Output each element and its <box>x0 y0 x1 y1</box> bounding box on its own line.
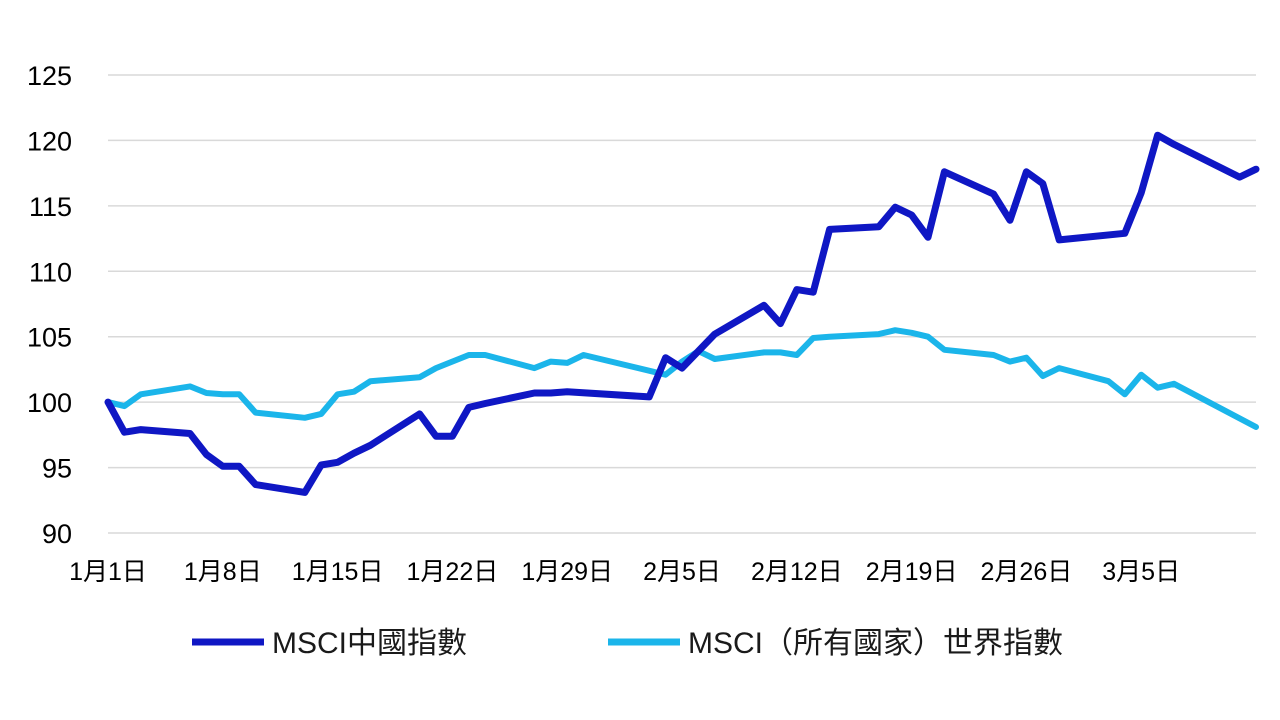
x-tick-label-8: 2月26日 <box>981 558 1073 586</box>
x-tick-label-5: 2月5日 <box>643 558 721 586</box>
gridlines <box>108 74 1256 534</box>
y-tick-label-95: 95 <box>42 454 72 484</box>
y-axis-ticks: 90 95 100 105 110 115 120 125 <box>27 61 72 549</box>
x-tick-label-2: 1月15日 <box>292 558 384 586</box>
y-tick-label-105: 105 <box>27 323 72 353</box>
series-line-0 <box>104 131 1260 496</box>
y-tick-label-90: 90 <box>42 519 72 549</box>
x-tick-label-6: 2月12日 <box>751 558 843 586</box>
legend: MSCI中國指數 MSCI（所有國家）世界指數 <box>192 627 1063 660</box>
x-tick-label-4: 1月29日 <box>521 558 613 586</box>
legend-label-1: MSCI（所有國家）世界指數 <box>688 627 1063 660</box>
x-tick-label-3: 1月22日 <box>407 558 499 586</box>
series-lines <box>104 131 1260 496</box>
y-tick-label-115: 115 <box>29 192 72 222</box>
y-tick-label-110: 110 <box>29 257 72 287</box>
x-axis-ticks: 1月1日 1月8日 1月15日 1月22日 1月29日 2月5日 2月12日 2月19日 2月2… <box>69 558 1180 586</box>
x-tick-label-9: 3月5日 <box>1102 558 1180 586</box>
y-tick-label-120: 120 <box>27 126 72 156</box>
x-tick-label-7: 2月19日 <box>866 558 958 586</box>
x-tick-label-1: 1月8日 <box>184 558 262 586</box>
legend-label-0: MSCI中國指數 <box>272 627 467 660</box>
y-tick-label-125: 125 <box>27 61 72 91</box>
x-tick-label-0: 1月1日 <box>69 558 147 586</box>
y-tick-label-100: 100 <box>27 388 72 418</box>
series-line-1 <box>105 327 1259 430</box>
